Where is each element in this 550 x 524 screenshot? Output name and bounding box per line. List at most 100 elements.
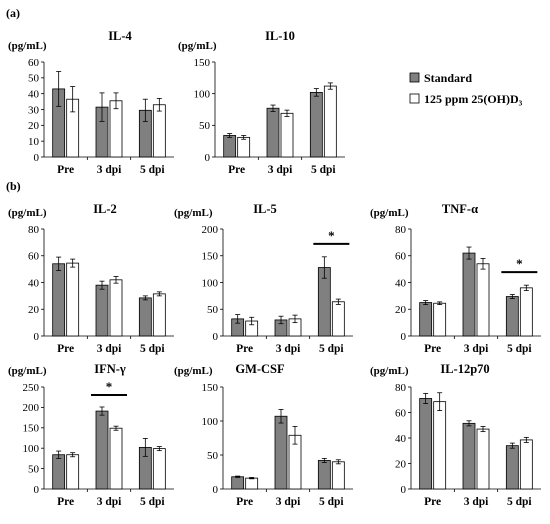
error-bar	[113, 425, 119, 431]
error-bar	[56, 256, 62, 271]
error-bar	[99, 280, 105, 290]
y-tick-label: 250	[23, 382, 40, 394]
category-label: Pre	[57, 496, 74, 508]
category-label: 5 dpi	[507, 496, 532, 508]
bar-treatment	[519, 439, 533, 490]
y-tick-label: 50	[207, 304, 219, 316]
section-label-a: (a)	[6, 6, 20, 20]
error-bar	[156, 291, 162, 297]
error-bar	[156, 446, 162, 452]
panel-title: IL-5	[253, 202, 277, 216]
y-tick-label: 40	[28, 277, 40, 289]
panel-title: IL-4	[108, 29, 132, 43]
error-bar	[270, 104, 276, 112]
category-label: Pre	[424, 343, 441, 355]
y-tick-label: 0	[34, 152, 40, 164]
panel-title: IL-10	[265, 29, 295, 43]
error-bar	[142, 295, 148, 301]
y-tick-label: 60	[28, 57, 40, 69]
bar-treatment	[519, 287, 533, 337]
error-bar	[278, 315, 284, 325]
significance-star: *	[328, 228, 335, 243]
panel-6: (pg/mL) GM-CSF 0 50 100 150 Pre 3 dpi 5 dpi	[174, 362, 353, 508]
bar-standard	[231, 476, 245, 490]
error-bar	[292, 314, 298, 324]
y-tick-label: 20	[28, 120, 40, 132]
error-bar	[113, 92, 119, 110]
bar-standard	[505, 296, 519, 337]
error-bar	[227, 133, 233, 138]
error-bar	[249, 316, 255, 326]
error-bar	[480, 426, 486, 433]
panel-title: IFN-γ	[94, 362, 126, 376]
error-bar	[509, 294, 515, 299]
y-tick-label: 60	[28, 251, 40, 263]
error-bar	[313, 88, 319, 97]
bar-treatment	[152, 448, 166, 490]
legend: Standard 125 ppm 25(OH)D₃	[409, 71, 523, 106]
y-tick-label: 10	[28, 136, 40, 148]
panel-0: (pg/mL) IL-4 0 10 20 30 40 50 60 Pre 3 dpi 5 dpi	[8, 29, 174, 176]
y-tick-label: 40	[395, 277, 407, 289]
error-bar	[235, 314, 241, 324]
category-label: 5 dpi	[507, 343, 532, 355]
category-label: Pre	[236, 496, 253, 508]
bar-treatment	[152, 104, 166, 158]
error-bar	[142, 98, 148, 122]
legend-label-treatment: 125 ppm 25(OH)D₃	[424, 92, 523, 106]
bar-standard	[52, 263, 66, 337]
category-label: 3 dpi	[268, 164, 293, 176]
panel-3: (pg/mL) IL-5 0 50 100 150 200 Pre 3 dpi 5 dpi *	[174, 202, 353, 355]
y-unit-label: (pg/mL)	[178, 40, 217, 52]
error-bar	[321, 256, 327, 279]
error-bar	[509, 442, 515, 449]
bar-treatment	[476, 263, 490, 337]
y-tick-label: 30	[28, 104, 40, 116]
category-label: Pre	[57, 164, 74, 176]
error-bar	[466, 420, 472, 427]
y-tick-label: 20	[395, 458, 407, 470]
panel-4: (pg/mL) TNF-α 0 20 40 60 80 Pre 3 dpi 5 dpi *	[370, 202, 541, 355]
significance-star: *	[516, 256, 523, 271]
y-unit-label: (pg/mL)	[174, 365, 213, 377]
y-unit-label: (pg/mL)	[174, 207, 213, 219]
error-bar	[523, 284, 529, 291]
bar-standard	[462, 422, 476, 490]
bar-treatment	[66, 454, 80, 490]
y-tick-label: 20	[28, 304, 40, 316]
panel-title: IL-12p70	[440, 362, 489, 376]
y-tick-label: 100	[194, 88, 211, 100]
y-tick-label: 60	[395, 407, 407, 419]
y-tick-label: 0	[213, 484, 219, 496]
error-bar	[156, 98, 162, 112]
y-unit-label: (pg/mL)	[370, 207, 409, 219]
y-tick-label: 0	[213, 331, 219, 343]
bar-standard	[309, 92, 323, 158]
y-unit-label: (pg/mL)	[8, 40, 47, 52]
y-tick-label: 0	[205, 152, 211, 164]
error-bar	[423, 392, 429, 404]
significance-star: *	[106, 379, 113, 394]
bar-standard	[52, 454, 66, 490]
bar-treatment	[109, 427, 123, 490]
y-tick-label: 0	[401, 484, 407, 496]
error-bar	[480, 258, 486, 270]
bar-treatment	[237, 136, 251, 158]
error-bar	[70, 452, 76, 458]
y-tick-label: 0	[401, 331, 407, 343]
y-tick-label: 200	[202, 224, 219, 236]
y-tick-label: 50	[207, 450, 219, 462]
y-tick-label: 150	[202, 251, 219, 263]
category-label: 5 dpi	[140, 343, 165, 355]
y-tick-label: 50	[28, 73, 40, 85]
bar-standard	[317, 460, 331, 490]
category-label: 5 dpi	[319, 343, 344, 355]
category-label: Pre	[57, 343, 74, 355]
error-bar	[321, 457, 327, 463]
y-tick-label: 150	[202, 382, 219, 394]
bar-standard	[138, 297, 152, 337]
chart-panels: (pg/mL) IL-4 0 10 20 30 40 50 60 Pre 3 dpi 5 dpi (pg…	[8, 29, 541, 508]
bar-treatment	[280, 112, 294, 158]
bar-standard	[266, 107, 280, 158]
bar-treatment	[331, 461, 345, 490]
